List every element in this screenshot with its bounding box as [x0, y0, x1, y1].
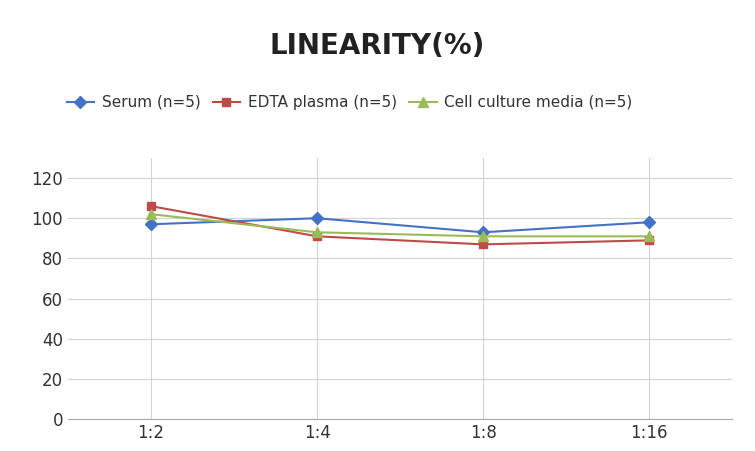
EDTA plasma (n=5) [146, 203, 156, 209]
Cell culture media (n=5) [313, 230, 322, 235]
Line: Cell culture media (n=5): Cell culture media (n=5) [146, 209, 654, 241]
Cell culture media (n=5) [146, 212, 156, 217]
Text: LINEARITY(%): LINEARITY(%) [270, 32, 485, 60]
Cell culture media (n=5) [645, 234, 654, 239]
Line: Serum (n=5): Serum (n=5) [146, 214, 654, 236]
Cell culture media (n=5) [479, 234, 488, 239]
EDTA plasma (n=5) [645, 238, 654, 243]
EDTA plasma (n=5) [479, 242, 488, 247]
Serum (n=5) [146, 221, 156, 227]
EDTA plasma (n=5) [313, 234, 322, 239]
Serum (n=5) [645, 220, 654, 225]
Serum (n=5) [479, 230, 488, 235]
Line: EDTA plasma (n=5): EDTA plasma (n=5) [146, 202, 654, 249]
Serum (n=5) [313, 216, 322, 221]
Legend: Serum (n=5), EDTA plasma (n=5), Cell culture media (n=5): Serum (n=5), EDTA plasma (n=5), Cell cul… [60, 89, 639, 116]
